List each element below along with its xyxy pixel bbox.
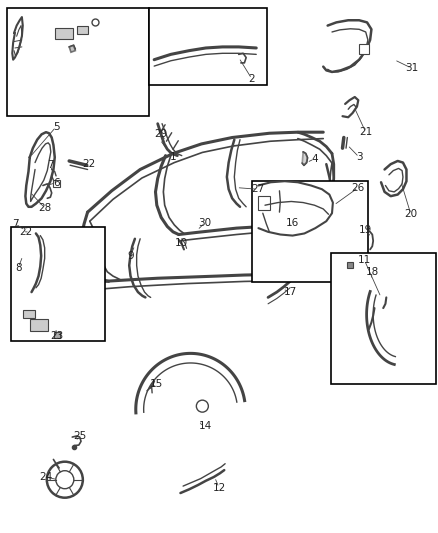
Text: 11: 11 xyxy=(358,255,371,265)
Text: 26: 26 xyxy=(352,183,365,192)
Text: 18: 18 xyxy=(366,267,379,277)
Text: 8: 8 xyxy=(15,263,22,272)
Bar xyxy=(77,26,88,34)
Bar xyxy=(258,196,269,210)
Bar xyxy=(30,319,48,331)
Text: 24: 24 xyxy=(39,472,53,482)
Text: 28: 28 xyxy=(38,203,51,213)
Text: 4: 4 xyxy=(311,154,318,164)
Bar xyxy=(7,8,149,116)
Text: 19: 19 xyxy=(359,225,372,235)
Text: 27: 27 xyxy=(251,184,264,194)
Text: 23: 23 xyxy=(50,331,64,341)
Text: 7: 7 xyxy=(12,219,19,229)
Bar xyxy=(23,310,35,318)
Bar xyxy=(11,227,105,341)
Text: 2: 2 xyxy=(248,74,255,84)
Text: 7: 7 xyxy=(47,160,54,170)
Text: 6: 6 xyxy=(53,178,60,188)
Text: 10: 10 xyxy=(175,238,188,247)
Text: 20: 20 xyxy=(404,209,417,219)
Text: 5: 5 xyxy=(53,122,60,132)
Bar xyxy=(331,253,436,384)
Text: 1: 1 xyxy=(170,152,177,162)
Bar xyxy=(55,28,73,39)
Bar xyxy=(252,181,368,282)
Bar xyxy=(359,44,369,54)
Text: 14: 14 xyxy=(198,422,212,431)
Text: 25: 25 xyxy=(73,431,86,441)
Text: 21: 21 xyxy=(359,127,372,137)
Text: 16: 16 xyxy=(286,218,299,228)
Text: 30: 30 xyxy=(198,218,212,228)
Text: 22: 22 xyxy=(19,227,32,237)
Text: 17: 17 xyxy=(283,287,297,297)
Text: 22: 22 xyxy=(82,159,95,169)
Text: 31: 31 xyxy=(405,63,418,73)
Text: 15: 15 xyxy=(150,379,163,389)
Text: 12: 12 xyxy=(212,483,226,492)
Polygon shape xyxy=(69,45,75,52)
Text: 9: 9 xyxy=(127,251,134,261)
Bar xyxy=(149,8,267,85)
Text: 29: 29 xyxy=(155,130,168,139)
Bar xyxy=(53,180,60,187)
Polygon shape xyxy=(302,152,307,165)
Text: 3: 3 xyxy=(356,152,363,162)
